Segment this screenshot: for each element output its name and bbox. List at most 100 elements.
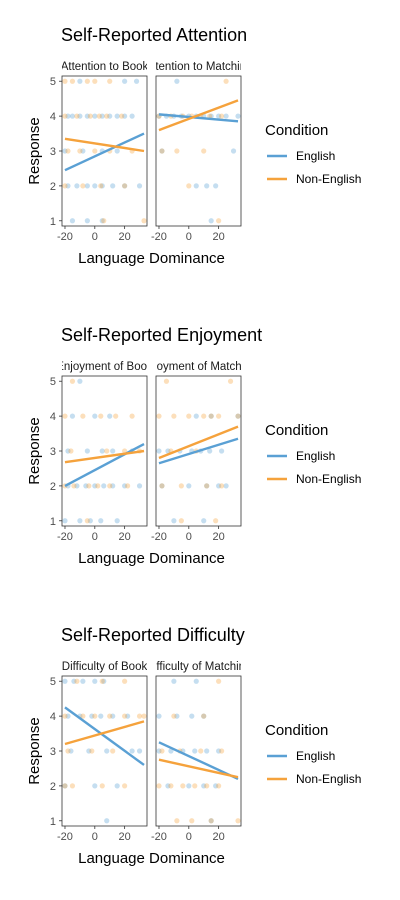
facet-panel: Difficulty of Book -20 0 20 1 2 3 4 5 (50, 661, 148, 843)
data-point (133, 78, 140, 84)
data-point (129, 748, 135, 754)
data-point (163, 378, 170, 384)
data-point (68, 748, 74, 754)
data-point (174, 148, 180, 154)
data-point (223, 113, 229, 119)
data-point (101, 218, 107, 224)
data-point (74, 678, 80, 684)
data-point (84, 518, 90, 524)
legend-label: Non-English (296, 172, 361, 186)
data-point (83, 483, 89, 489)
data-point (110, 448, 116, 454)
legend-label: Non-English (296, 772, 361, 786)
x-tick-label: 0 (186, 831, 192, 843)
data-point (141, 218, 147, 224)
x-tick-label: 20 (213, 231, 225, 243)
trend-line (158, 113, 239, 123)
data-point (98, 183, 104, 189)
data-point (69, 218, 76, 224)
data-point (107, 713, 113, 719)
data-point (92, 413, 98, 419)
data-point (178, 483, 184, 489)
data-point (110, 183, 116, 189)
trend-line (64, 720, 145, 746)
data-point (178, 518, 184, 524)
x-tick-label: -20 (151, 831, 167, 843)
data-point (62, 518, 68, 524)
x-tick-label: 20 (119, 831, 131, 843)
data-point (136, 183, 143, 189)
data-point (208, 413, 214, 419)
data-point (159, 483, 165, 489)
data-point (99, 783, 105, 789)
data-point (80, 413, 86, 419)
data-point (219, 113, 225, 119)
x-tick-label: 20 (119, 231, 131, 243)
data-point (65, 113, 71, 119)
legend: Condition English Non-English (265, 122, 361, 186)
y-tick-label: 5 (50, 676, 56, 688)
y-tick-label: 3 (50, 446, 56, 458)
y-tick-label: 1 (50, 216, 56, 228)
data-point (110, 483, 116, 489)
trend-line (158, 437, 239, 465)
data-point (180, 783, 186, 789)
y-tick-label: 4 (50, 711, 56, 723)
data-point (136, 713, 143, 719)
data-point (65, 148, 71, 154)
data-point (204, 483, 210, 489)
data-point (99, 183, 105, 189)
data-point (122, 183, 128, 189)
data-point (189, 818, 195, 824)
data-point (114, 783, 120, 789)
data-point (171, 413, 177, 419)
data-point (114, 113, 120, 119)
facet-strip-label: Difficulty of Matching (146, 661, 252, 673)
data-point (92, 148, 98, 154)
data-point (186, 183, 192, 189)
facet-strip-label: Attention to Book (61, 61, 149, 73)
data-point (99, 448, 105, 454)
data-point (125, 713, 131, 719)
data-point (101, 678, 107, 684)
data-point (193, 183, 199, 189)
facet-strip-label: Difficulty of Book (62, 661, 148, 673)
data-point (193, 678, 199, 684)
x-tick-label: 20 (213, 531, 225, 543)
data-point (92, 713, 98, 719)
data-point (171, 678, 177, 684)
x-tick-label: -20 (151, 531, 167, 543)
chart-title: Self-Reported Attention (61, 25, 247, 45)
data-point (171, 518, 177, 524)
data-point (156, 783, 162, 789)
facet-panel: Enjoyment of Matching -20 0 20 (151, 361, 242, 543)
data-point (74, 113, 80, 119)
data-point (84, 448, 90, 454)
data-point (198, 748, 204, 754)
data-point (159, 483, 165, 489)
data-point (62, 148, 68, 154)
data-point (216, 748, 222, 754)
data-point (125, 483, 131, 489)
data-point (107, 413, 113, 419)
chart-block: Self-Reported Enjoyment Enjoyment of Book… (26, 325, 361, 567)
data-point (204, 183, 210, 189)
data-point (201, 518, 207, 524)
data-point (235, 413, 241, 419)
data-point (156, 748, 162, 754)
data-point (89, 748, 95, 754)
y-tick-label: 3 (50, 746, 56, 758)
x-axis-title: Language Dominance (78, 550, 225, 567)
trend-line (158, 425, 239, 460)
chart-title: Self-Reported Difficulty (61, 625, 245, 645)
data-point (114, 518, 120, 524)
data-point (208, 218, 214, 224)
data-point (216, 218, 222, 224)
data-point (227, 378, 234, 384)
data-point (84, 113, 90, 119)
data-point (71, 483, 77, 489)
panel-border (155, 75, 242, 227)
data-point (186, 783, 192, 789)
data-point (216, 783, 222, 789)
data-point (68, 448, 74, 454)
